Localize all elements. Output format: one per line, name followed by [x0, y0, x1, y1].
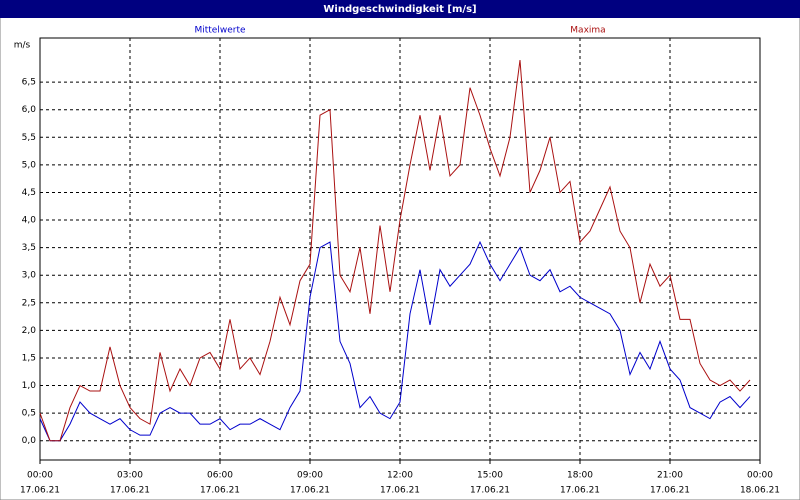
x-tick-date: 17.06.21 — [470, 486, 510, 496]
y-tick-label: 6,5 — [22, 78, 36, 88]
y-tick-label: 4,5 — [22, 188, 36, 198]
legend-entry: Mittelwerte — [194, 26, 245, 36]
x-tick-label: 00:00 — [27, 471, 53, 481]
y-tick-label: 2,5 — [22, 298, 36, 308]
x-tick-label: 00:00 — [747, 471, 773, 481]
x-tick-date: 17.06.21 — [650, 486, 690, 496]
x-tick-label: 12:00 — [387, 471, 413, 481]
x-tick-label: 06:00 — [207, 471, 233, 481]
x-tick-date: 18.06.21 — [740, 486, 780, 496]
data-line — [39, 240, 751, 442]
x-tick-date: 17.06.21 — [200, 486, 240, 496]
y-tick-label: 1,5 — [22, 353, 36, 363]
y-tick-label: 6,0 — [22, 105, 37, 115]
y-tick-label: 3,0 — [22, 271, 37, 281]
y-tick-label: 0,0 — [22, 436, 37, 446]
y-tick-label: 1,0 — [22, 381, 37, 391]
chart-title: Windgeschwindigkeit [m/s] — [323, 4, 476, 15]
x-tick-date: 17.06.21 — [290, 486, 330, 496]
data-line — [39, 60, 751, 442]
x-tick-label: 09:00 — [297, 471, 323, 481]
y-tick-label: 0,5 — [22, 409, 36, 419]
x-tick-date: 17.06.21 — [20, 486, 60, 496]
y-tick-label: 3,5 — [22, 243, 36, 253]
legend-entry: Maxima — [570, 26, 605, 36]
y-tick-label: 2,0 — [22, 326, 37, 336]
x-tick-label: 15:00 — [477, 471, 503, 481]
y-tick-label: 5,5 — [22, 133, 36, 143]
x-tick-label: 03:00 — [117, 471, 143, 481]
y-tick-label: 5,0 — [22, 160, 37, 170]
title-bar — [0, 0, 800, 18]
y-tick-label: 4,0 — [22, 216, 37, 226]
x-tick-label: 18:00 — [567, 471, 593, 481]
x-tick-date: 17.06.21 — [110, 486, 150, 496]
x-tick-date: 17.06.21 — [380, 486, 420, 496]
x-tick-date: 17.06.21 — [560, 486, 600, 496]
y-axis-label: m/s — [14, 41, 31, 51]
x-tick-label: 21:00 — [657, 471, 683, 481]
